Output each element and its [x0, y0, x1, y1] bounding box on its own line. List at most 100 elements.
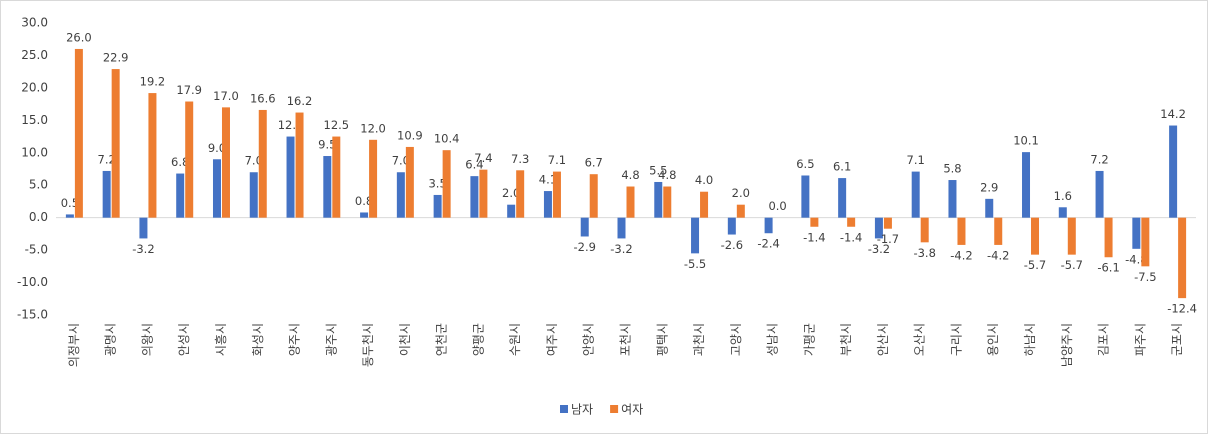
bar [727, 217, 736, 235]
bar [221, 107, 230, 218]
y-tick-label: 25.0 [21, 48, 48, 62]
data-label: 0.0 [768, 199, 786, 213]
data-label: 6.7 [585, 156, 603, 170]
data-label: 2.0 [732, 186, 750, 200]
x-tick-label: 양평군 [471, 323, 485, 356]
y-tick-label: 15.0 [21, 113, 48, 127]
data-label: 14.2 [1160, 107, 1186, 121]
x-tick-label: 구리시 [949, 323, 963, 356]
bar [286, 136, 295, 218]
bar [1022, 152, 1031, 218]
x-tick-label: 수원시 [508, 323, 522, 356]
x-tick-label: 이천시 [397, 323, 412, 356]
bar [369, 139, 378, 218]
data-label: -5.7 [1024, 258, 1046, 272]
y-tick-label: 5.0 [29, 178, 48, 192]
x-tick-label: 용인시 [986, 323, 1000, 356]
bar [920, 217, 929, 243]
data-label: 6.4 [465, 158, 483, 172]
data-label: 16.2 [287, 94, 313, 108]
data-label: 4.1 [539, 173, 557, 187]
bar [176, 173, 185, 218]
bar [654, 181, 663, 218]
bar [1058, 207, 1067, 218]
data-label: 0.5 [61, 196, 79, 210]
bar [552, 171, 561, 218]
bar [470, 176, 479, 218]
x-tick-label: 광명시 [104, 323, 118, 356]
data-label: 10.4 [434, 132, 460, 146]
x-tick-label: 시흥시 [214, 323, 228, 356]
data-label: 4.8 [621, 168, 639, 182]
data-label: 10.9 [397, 128, 423, 142]
x-tick-label: 부천시 [838, 323, 853, 356]
x-tick-label: 고양시 [729, 323, 743, 356]
x-tick-label: 여주시 [545, 323, 559, 356]
bar [360, 212, 369, 218]
legend-swatch [610, 405, 619, 413]
bar [479, 169, 488, 218]
bar [1067, 217, 1076, 255]
x-tick-label: 광주시 [324, 323, 338, 356]
x-tick-label: 안양시 [582, 323, 596, 356]
bar [589, 174, 598, 218]
bar [838, 178, 847, 218]
data-label: -5.5 [684, 257, 706, 271]
data-label: 7.2 [1090, 152, 1108, 166]
bar [1104, 217, 1113, 258]
bar [801, 175, 810, 218]
bar [543, 191, 552, 218]
x-tick-label: 하남시 [1023, 323, 1037, 356]
bar [332, 136, 341, 218]
data-label: -3.2 [132, 242, 154, 256]
y-tick-label: 0.0 [29, 210, 48, 224]
data-label: 4.8 [658, 168, 676, 182]
bar [1178, 217, 1187, 299]
data-label: -4.2 [987, 248, 1009, 262]
x-tick-label: 오산시 [913, 323, 927, 356]
bar [212, 159, 221, 218]
bar [258, 109, 267, 218]
data-label: 7.0 [392, 154, 410, 168]
x-tick-label: 의왕시 [140, 323, 154, 356]
data-label: 4.0 [695, 173, 713, 187]
bar [810, 217, 819, 227]
data-label: 22.9 [103, 51, 129, 65]
data-label: 6.8 [171, 155, 189, 169]
bar [1095, 170, 1104, 218]
data-label: 12.0 [360, 121, 386, 135]
data-label: -2.4 [757, 237, 779, 251]
y-tick-label: -5.0 [25, 243, 48, 257]
bar [111, 69, 120, 218]
bar [911, 171, 920, 218]
data-label: -3.2 [610, 242, 632, 256]
x-tick-label: 남양주시 [1060, 323, 1074, 367]
data-label: 1.6 [1054, 189, 1072, 203]
bar [874, 217, 883, 239]
bar [74, 48, 83, 218]
bar [185, 101, 194, 218]
x-tick-label: 안산시 [876, 323, 890, 356]
data-label: 9.5 [318, 138, 336, 152]
bar [948, 180, 957, 218]
bar [442, 150, 451, 218]
data-label: -3.2 [868, 242, 890, 256]
data-label: 2.9 [980, 180, 998, 194]
x-tick-label: 성남시 [766, 323, 780, 356]
bar [433, 194, 442, 218]
data-label: 3.5 [428, 176, 446, 190]
x-tick-label: 안성시 [177, 323, 191, 356]
data-label: -7.5 [1134, 270, 1156, 284]
data-label: -4.2 [950, 248, 972, 262]
data-label: -2.6 [721, 238, 743, 252]
legend-label: 남자 [571, 403, 593, 417]
bar [957, 217, 966, 245]
data-label: -5.7 [1061, 258, 1083, 272]
bar [994, 217, 1003, 245]
x-tick-label: 김포시 [1097, 323, 1111, 356]
data-label: 9.0 [208, 141, 226, 155]
x-tick-label: 화성시 [251, 323, 265, 356]
bar [102, 170, 111, 218]
data-label: 2.0 [502, 186, 520, 200]
data-label: 7.2 [98, 152, 116, 166]
